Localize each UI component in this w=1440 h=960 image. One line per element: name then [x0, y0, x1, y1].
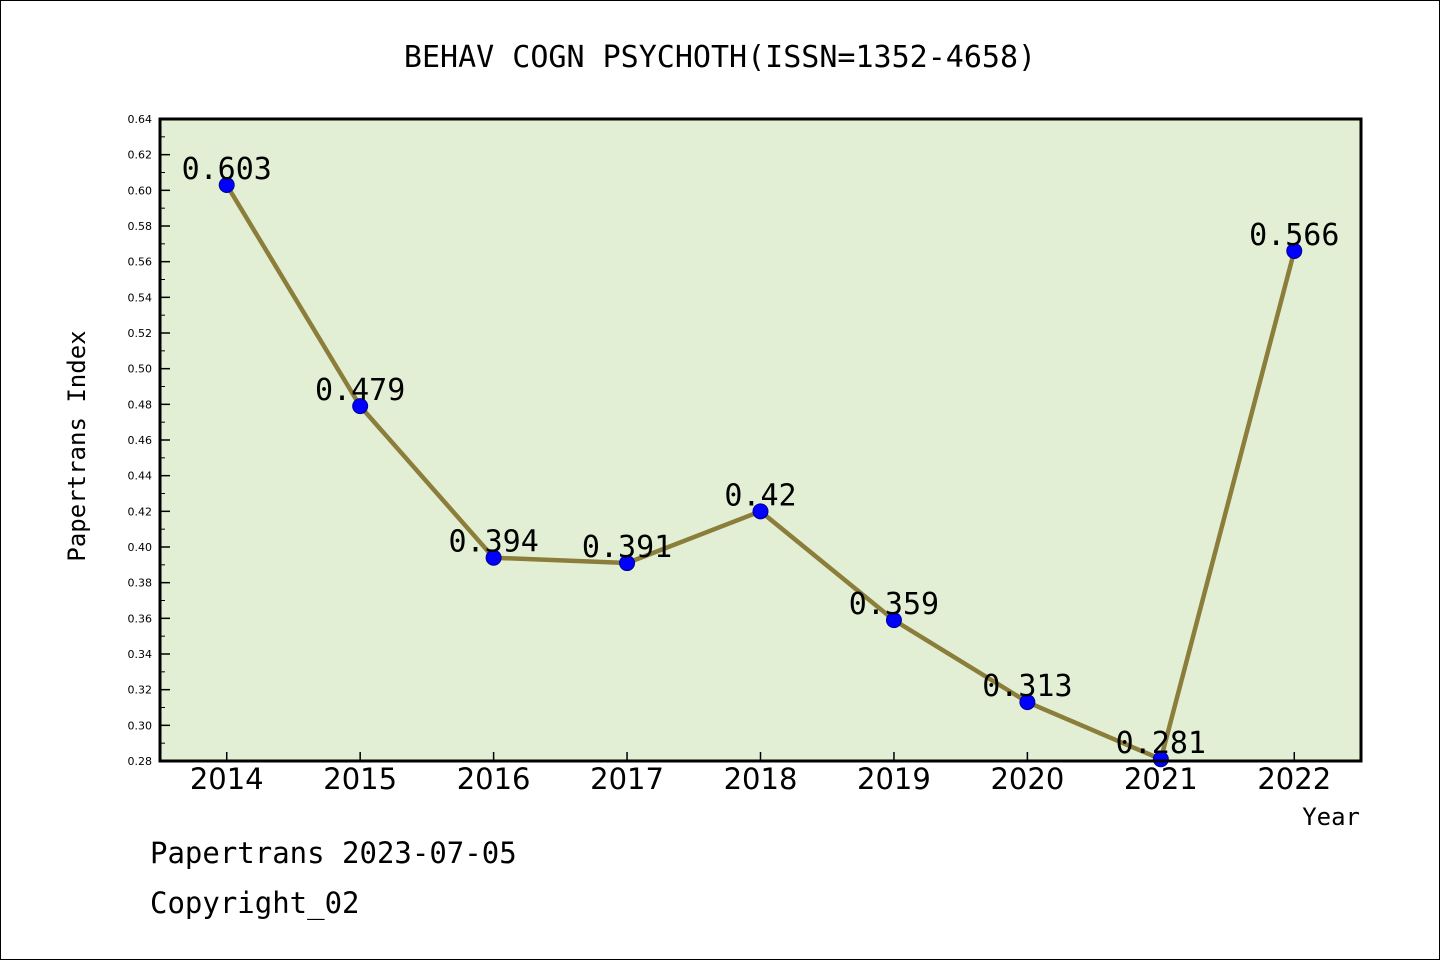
y-tick-label: 0.38	[128, 577, 153, 590]
y-tick-label: 0.64	[128, 113, 153, 126]
y-tick-label: 0.62	[128, 149, 153, 162]
y-tick-label: 0.46	[128, 434, 153, 447]
data-label: 0.479	[315, 373, 405, 408]
y-tick-label: 0.50	[128, 363, 153, 376]
data-point	[1019, 694, 1036, 711]
data-label: 0.313	[982, 669, 1072, 704]
data-point	[1286, 242, 1303, 259]
y-tick-label: 0.48	[128, 398, 153, 411]
data-label: 0.42	[724, 478, 796, 513]
data-point	[752, 503, 769, 520]
x-tick-label: 2021	[1124, 762, 1198, 796]
x-tick-label: 2022	[1257, 762, 1331, 796]
y-tick-label: 0.28	[128, 755, 153, 768]
data-label: 0.603	[182, 152, 272, 187]
chart-title: BEHAV COGN PSYCHOTH(ISSN=1352-4658)	[404, 40, 1036, 75]
data-point	[352, 398, 369, 415]
y-tick-label: 0.60	[128, 184, 153, 197]
y-tick-label: 0.34	[128, 648, 153, 661]
x-tick-label: 2014	[190, 762, 264, 796]
y-tick-label: 0.52	[128, 327, 153, 340]
x-tick-label: 2020	[990, 762, 1064, 796]
x-axis: 2014 2015 2016 2017 2018 2019 2020 2021 2022	[190, 752, 1331, 796]
x-tick-label: 2015	[323, 762, 397, 796]
y-tick-label: 0.42	[128, 505, 153, 518]
y-tick-label: 0.40	[128, 541, 153, 554]
y-axis: 0.28 0.30 0.32 0.34 0.36 0.38 0.40 0.42 0.44 0.46…	[128, 113, 170, 768]
y-tick-label: 0.32	[128, 684, 153, 697]
x-axis-label: Year	[1302, 803, 1360, 831]
data-label: 0.566	[1249, 218, 1339, 253]
data-point	[1152, 751, 1169, 768]
series-group: 0.603 0.479 0.394 0.391 0.42 0.359 0.313 0.281 0…	[182, 152, 1339, 768]
x-tick-label: 2018	[724, 762, 798, 796]
plot-area	[160, 119, 1361, 761]
data-label: 0.281	[1116, 726, 1206, 761]
x-tick-label: 2019	[857, 762, 931, 796]
y-axis-label: Papertrans Index	[63, 330, 91, 561]
y-tick-label: 0.56	[128, 256, 153, 269]
footer-copyright: Copyright_02	[150, 886, 360, 920]
data-label: 0.391	[582, 530, 672, 565]
footer-date: Papertrans 2023-07-05	[150, 836, 517, 870]
plot-border	[158, 117, 1363, 763]
data-point	[485, 549, 502, 566]
data-label: 0.359	[849, 587, 939, 622]
data-point	[885, 612, 902, 629]
x-tick-label: 2016	[457, 762, 531, 796]
y-tick-label: 0.44	[128, 470, 153, 483]
x-tick-label: 2017	[590, 762, 664, 796]
y-tick-label: 0.58	[128, 220, 153, 233]
y-tick-label: 0.30	[128, 719, 153, 732]
y-tick-label: 0.54	[128, 291, 153, 304]
y-tick-label: 0.36	[128, 612, 153, 625]
data-point	[619, 555, 636, 572]
data-label: 0.394	[448, 525, 538, 560]
data-point	[218, 176, 235, 193]
